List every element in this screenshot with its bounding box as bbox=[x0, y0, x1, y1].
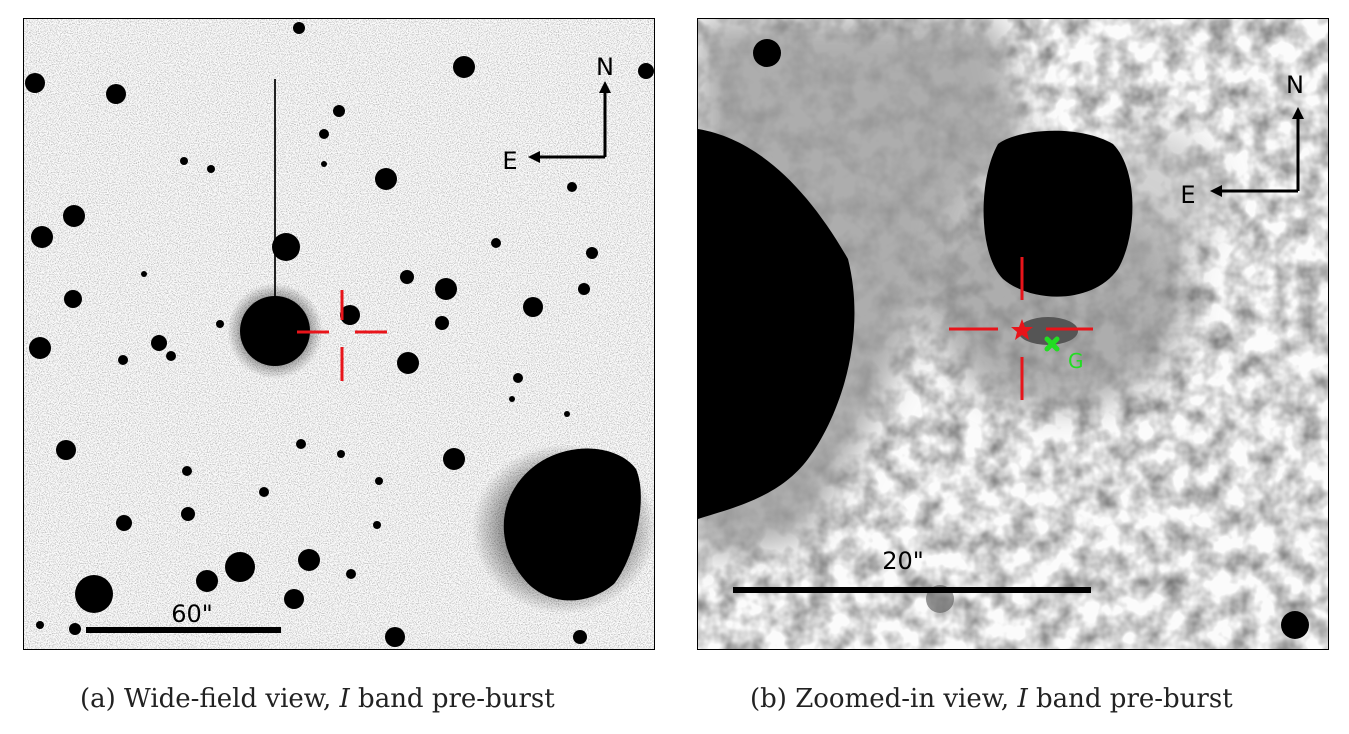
faint-star-bottom bbox=[1281, 611, 1309, 639]
scale-bar bbox=[733, 587, 1091, 593]
caption-b-prefix: (b) Zoomed-in view, bbox=[750, 684, 1018, 714]
bright-star bbox=[240, 296, 310, 366]
scale-bar bbox=[86, 627, 281, 633]
east-arrow-icon bbox=[528, 151, 540, 163]
caption-b-band: I bbox=[1017, 684, 1028, 714]
north-label: N bbox=[596, 53, 614, 81]
wide-field-image: N E 60" bbox=[23, 18, 655, 650]
faint-star-top bbox=[753, 39, 781, 67]
caption-b-suffix: band pre-burst bbox=[1027, 684, 1233, 714]
east-label: E bbox=[502, 147, 517, 175]
crosshair-marker bbox=[949, 257, 1093, 400]
bright-star bbox=[983, 130, 1133, 297]
bright-galaxy-edge bbox=[698, 129, 855, 519]
star-field bbox=[25, 22, 654, 647]
marker-g-icon bbox=[1044, 336, 1060, 352]
compass bbox=[528, 81, 611, 163]
bright-galaxy bbox=[503, 448, 641, 601]
east-label: E bbox=[1180, 181, 1195, 209]
scale-bar-label: 20" bbox=[882, 547, 924, 575]
scale-bar-label: 60" bbox=[171, 600, 213, 628]
host-source bbox=[1018, 317, 1078, 345]
caption-a-suffix: band pre-burst bbox=[349, 684, 555, 714]
wide-field-image-svg: N E 60" bbox=[24, 19, 654, 649]
zoomed-in-image-svg: G N E 20" bbox=[698, 19, 1328, 649]
caption-b: (b) Zoomed-in view, I band pre-burst bbox=[750, 684, 1233, 714]
east-arrow-icon bbox=[1210, 185, 1222, 197]
zoomed-in-image: G N E 20" bbox=[697, 18, 1329, 650]
north-arrow-icon bbox=[1292, 107, 1304, 119]
marker-g-label: G bbox=[1068, 349, 1084, 373]
north-arrow-icon bbox=[599, 81, 611, 93]
compass bbox=[1210, 107, 1304, 197]
north-label: N bbox=[1286, 71, 1304, 99]
crosshair-marker bbox=[297, 290, 387, 381]
caption-a: (a) Wide-field view, I band pre-burst bbox=[80, 684, 555, 714]
caption-a-band: I bbox=[339, 684, 350, 714]
caption-a-prefix: (a) Wide-field view, bbox=[80, 684, 340, 714]
source-star-icon bbox=[1011, 319, 1033, 340]
